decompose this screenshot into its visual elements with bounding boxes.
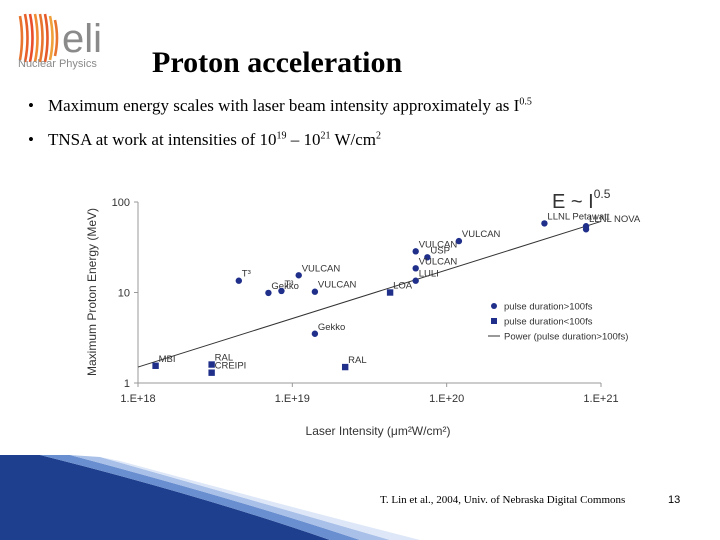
data-point-label: LLNL NOVA [589,214,641,225]
bullet-exponent: 0.5 [519,96,532,108]
source-credit: T. Lin et al., 2004, Univ. of Nebraska D… [380,494,626,506]
data-point-circle [311,288,319,295]
logo-mark: eli [62,17,102,61]
y-tick-label: 100 [112,197,130,209]
page-number: 13 [668,494,681,506]
data-point-label: VULCAN [419,256,458,267]
data-point-circle [295,272,302,279]
data-point-label: T³ [284,279,293,290]
data-point-circle [412,277,419,284]
legend-label: pulse duration>100fs [504,302,593,313]
logo-subtitle: Nuclear Physics [18,58,97,70]
eli-np-logo: eli [18,13,102,63]
data-point-square [341,363,349,371]
slide-title: Proton acceleration [152,46,403,79]
data-point-square [152,362,159,369]
data-point-label: LOA [393,281,413,292]
bullet-exponent: 21 [320,130,331,142]
data-point-circle [265,289,272,297]
bullet-text: W/cm [330,130,377,149]
y-axis-label: Maximum Proton Energy (MeV) [85,208,99,376]
legend-label: Power (pulse duration>100fs) [504,332,628,343]
data-point-circle [412,248,419,255]
bullet-item: TNSA at work at intensities of 1019 – 10… [28,130,532,150]
data-point-label: VULCAN [302,263,341,274]
bullet-exponent: 19 [276,130,287,142]
bullet-text: Maximum energy scales with laser beam in… [48,96,520,115]
data-point-label: Gekko [271,281,298,292]
data-point-label: VULCAN [318,280,357,291]
data-point-circle [235,277,243,284]
data-point-square [386,289,394,296]
legend-marker-circle [491,303,497,309]
data-point-circle [541,220,548,227]
data-point-circle [582,226,590,233]
logo-waves-icon [18,13,59,63]
x-axis-label: Laser Intensity (μm²W/cm²) [306,424,451,438]
bullet-text: TNSA at work at intensities of 10 [48,130,277,149]
data-point-label: MBI [159,354,176,365]
bullet-exponent: 2 [376,130,382,142]
data-point-square [208,361,215,368]
x-tick-label: 1.E+20 [429,393,464,405]
data-point-label: VULCAN [419,239,458,250]
data-point-label: LLNL Petawatt [547,211,609,222]
y-tick-label: 1 [124,378,130,390]
data-point-label: T³ [242,269,251,280]
formula-exponent: 0.5 [594,187,611,201]
legend-marker-square [491,318,497,324]
formula-base: E ~ I [552,191,594,213]
data-point-square [208,369,215,376]
x-tick-label: 1.E+18 [120,393,155,405]
scaling-formula: E ~ I0.5 [552,187,611,213]
data-point-label: Gekko [318,322,345,333]
data-point-label: CREIPI [215,361,247,372]
data-point-circle [278,287,285,295]
data-point-circle [455,237,463,245]
x-tick-label: 1.E+19 [275,393,310,405]
data-point-label: USP [430,245,450,256]
footer-wave-decoration [0,455,420,540]
power-fit-line [137,220,602,368]
data-point-label: RAL [348,355,366,366]
bullet-text: – 10 [286,130,321,149]
data-point-label: RAL [215,353,233,364]
bullet-item: Maximum energy scales with laser beam in… [28,96,532,116]
x-tick-label: 1.E+21 [583,393,618,405]
data-point-label: LULI [419,269,439,280]
y-tick-label: 10 [118,288,130,300]
bullet-list: Maximum energy scales with laser beam in… [28,96,532,164]
data-point-circle [311,330,319,337]
data-point-circle [424,254,431,261]
data-point-circle [412,265,419,272]
legend-label: pulse duration<100fs [504,317,593,328]
data-point-label: VULCAN [462,229,501,240]
